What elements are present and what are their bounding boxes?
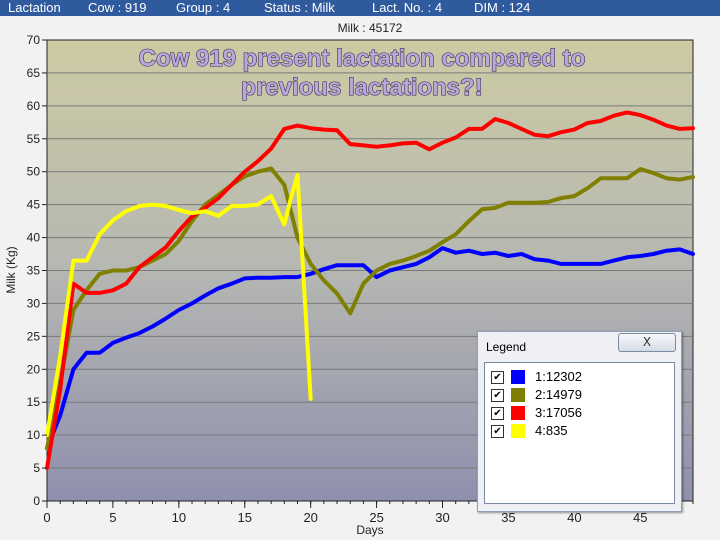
legend-list: ✔ 1:12302 ✔ 2:14979 ✔ 3:17056 ✔ 4:835 [484, 362, 675, 504]
y-tick-label: 55 [27, 132, 41, 146]
y-tick-label: 0 [33, 494, 40, 508]
x-axis-ticks: 0 5 10 15 20 25 30 35 40 45 [43, 501, 694, 525]
legend-swatch [511, 370, 525, 384]
y-axis-label: Milk (Kg) [4, 246, 18, 293]
y-tick-label: 15 [27, 395, 41, 409]
legend-item[interactable]: ✔ 2:14979 [491, 387, 671, 403]
y-axis-ticks: 0 5 10 15 20 25 30 35 40 45 50 55 60 65 70 [27, 33, 47, 508]
milk-chart: 0 5 10 15 20 25 30 35 40 45 50 55 60 65 70 0 5 10 15 20 25 3… [0, 16, 720, 540]
lactation-number: Lact. No. : 4 [372, 0, 443, 15]
y-tick-label: 70 [27, 33, 41, 47]
cow-number: Cow : 919 [88, 0, 147, 15]
cow-info-bar: Lactation Cow : 919 Group : 4 Status : M… [0, 0, 720, 16]
legend-window[interactable]: Legend X ✔ 1:12302 ✔ 2:14979 ✔ 3:17056 ✔… [477, 331, 682, 512]
y-tick-label: 5 [33, 461, 40, 475]
legend-item[interactable]: ✔ 1:12302 [491, 369, 671, 385]
milk-total-header: Milk : 45172 [338, 21, 403, 35]
legend-item[interactable]: ✔ 4:835 [491, 423, 671, 439]
x-tick-label: 15 [238, 510, 252, 525]
x-tick-label: 0 [43, 510, 50, 525]
legend-title: Legend [486, 340, 527, 354]
x-tick-label: 25 [369, 510, 383, 525]
legend-label: 2:14979 [535, 387, 582, 402]
legend-checkbox[interactable]: ✔ [491, 371, 504, 384]
x-tick-label: 5 [109, 510, 116, 525]
legend-label: 4:835 [535, 423, 568, 438]
y-tick-label: 50 [27, 165, 41, 179]
series-line-4 [45, 173, 313, 438]
legend-swatch [511, 406, 525, 420]
x-tick-label: 30 [435, 510, 449, 525]
group-number: Group : 4 [176, 0, 231, 15]
legend-checkbox[interactable]: ✔ [491, 389, 504, 402]
series-line-3 [45, 110, 695, 471]
x-tick-label: 10 [172, 510, 186, 525]
legend-checkbox[interactable]: ✔ [491, 407, 504, 420]
y-tick-label: 30 [27, 296, 41, 310]
series-lines [45, 110, 695, 471]
legend-swatch [511, 388, 525, 402]
y-tick-label: 60 [27, 99, 41, 113]
legend-item[interactable]: ✔ 3:17056 [491, 405, 671, 421]
series-line-1 [45, 246, 695, 451]
x-tick-label: 45 [633, 510, 647, 525]
status-label: Status : Milk [264, 0, 335, 15]
x-tick-label: 20 [303, 510, 317, 525]
legend-checkbox[interactable]: ✔ [491, 425, 504, 438]
y-tick-label: 40 [27, 231, 41, 245]
x-axis-label: Days [356, 523, 383, 537]
chart-title: Cow 919 present lactation compared to pre… [139, 45, 586, 101]
y-tick-label: 65 [27, 66, 41, 80]
legend-close-button[interactable]: X [618, 333, 676, 352]
x-tick-label: 35 [501, 510, 515, 525]
y-tick-label: 35 [27, 264, 41, 278]
dim-label: DIM : 124 [474, 0, 531, 15]
x-tick-label: 40 [567, 510, 581, 525]
y-tick-label: 20 [27, 362, 41, 376]
legend-swatch [511, 424, 525, 438]
legend-label: 3:17056 [535, 405, 582, 420]
lactation-label: Lactation [8, 0, 61, 15]
y-tick-label: 10 [27, 428, 41, 442]
series-line-2 [45, 166, 695, 451]
legend-label: 1:12302 [535, 369, 582, 384]
y-tick-label: 45 [27, 198, 41, 212]
y-tick-label: 25 [27, 329, 41, 343]
